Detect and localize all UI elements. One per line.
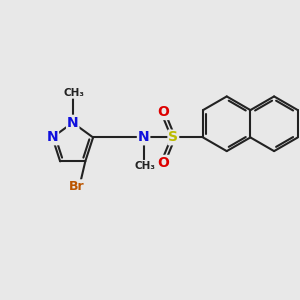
Text: Br: Br (69, 180, 84, 193)
Text: N: N (67, 116, 79, 130)
Text: O: O (157, 105, 169, 119)
Text: S: S (168, 130, 178, 144)
Text: N: N (46, 130, 58, 144)
Text: CH₃: CH₃ (64, 88, 85, 98)
Text: O: O (157, 156, 169, 170)
Text: CH₃: CH₃ (135, 161, 156, 171)
Text: N: N (138, 130, 149, 144)
